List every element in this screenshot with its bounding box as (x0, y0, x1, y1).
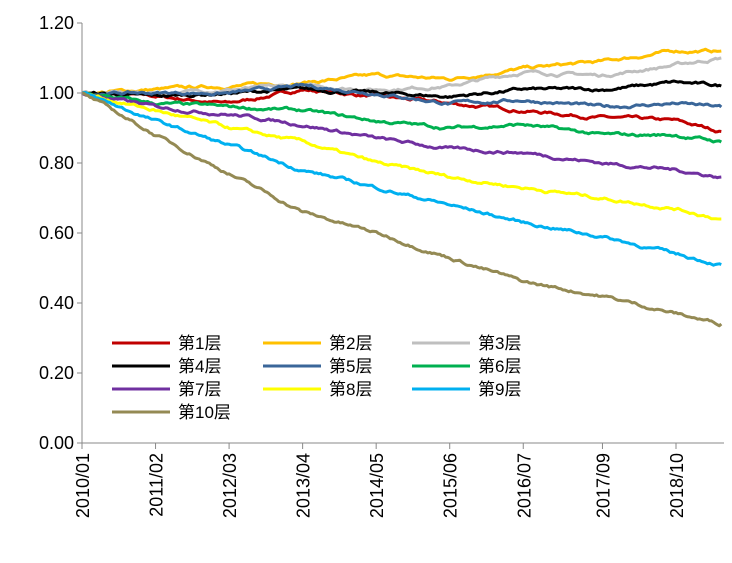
legend-label: 第6层 (478, 357, 521, 376)
series-line-10 (81, 91, 723, 328)
series-line-8 (81, 91, 722, 221)
x-tick-label: 2015/06 (441, 453, 461, 518)
axes: 0.00 0.20 0.40 0.60 0.80 1.00 1.20 2010/01 2011/… (39, 13, 724, 518)
legend-label: 第1层 (178, 334, 221, 353)
x-tick-label: 2017/09 (593, 453, 613, 518)
x-tick-label: 2013/04 (294, 453, 314, 518)
x-tick-label: 2011/02 (147, 453, 167, 517)
series-line-3 (81, 56, 722, 96)
legend-label: 第3层 (478, 334, 521, 353)
y-tick-label: 0.00 (39, 433, 74, 453)
legend-label: 第5层 (329, 357, 372, 376)
x-tick-label: 2018/10 (667, 453, 687, 518)
y-tick-label: 0.40 (39, 293, 74, 313)
y-tick-label: 0.80 (39, 153, 74, 173)
y-tick-label: 1.20 (39, 13, 74, 33)
x-tick-label: 2012/03 (220, 453, 240, 518)
series-line-9 (81, 91, 722, 267)
legend-label: 第7层 (178, 380, 221, 399)
y-tick-label: 0.20 (39, 363, 74, 383)
series-line-6 (81, 91, 723, 144)
series-line-7 (81, 91, 722, 180)
series-line-5 (81, 82, 723, 110)
legend-label: 第9层 (478, 380, 521, 399)
y-tick-label: 0.60 (39, 223, 74, 243)
legend-label: 第8层 (329, 380, 372, 399)
series-layer (81, 47, 723, 328)
y-tick-label: 1.00 (39, 83, 74, 103)
legend-label: 第4层 (178, 357, 221, 376)
series-line-2 (81, 47, 722, 96)
series-line-4 (81, 79, 722, 99)
legend-label: 第10层 (178, 403, 231, 422)
x-tick-label: 2014/05 (367, 453, 387, 518)
legend-label: 第2层 (329, 334, 372, 353)
x-tick-label: 2010/01 (73, 453, 93, 518)
x-tick-label: 2016/07 (514, 453, 534, 518)
